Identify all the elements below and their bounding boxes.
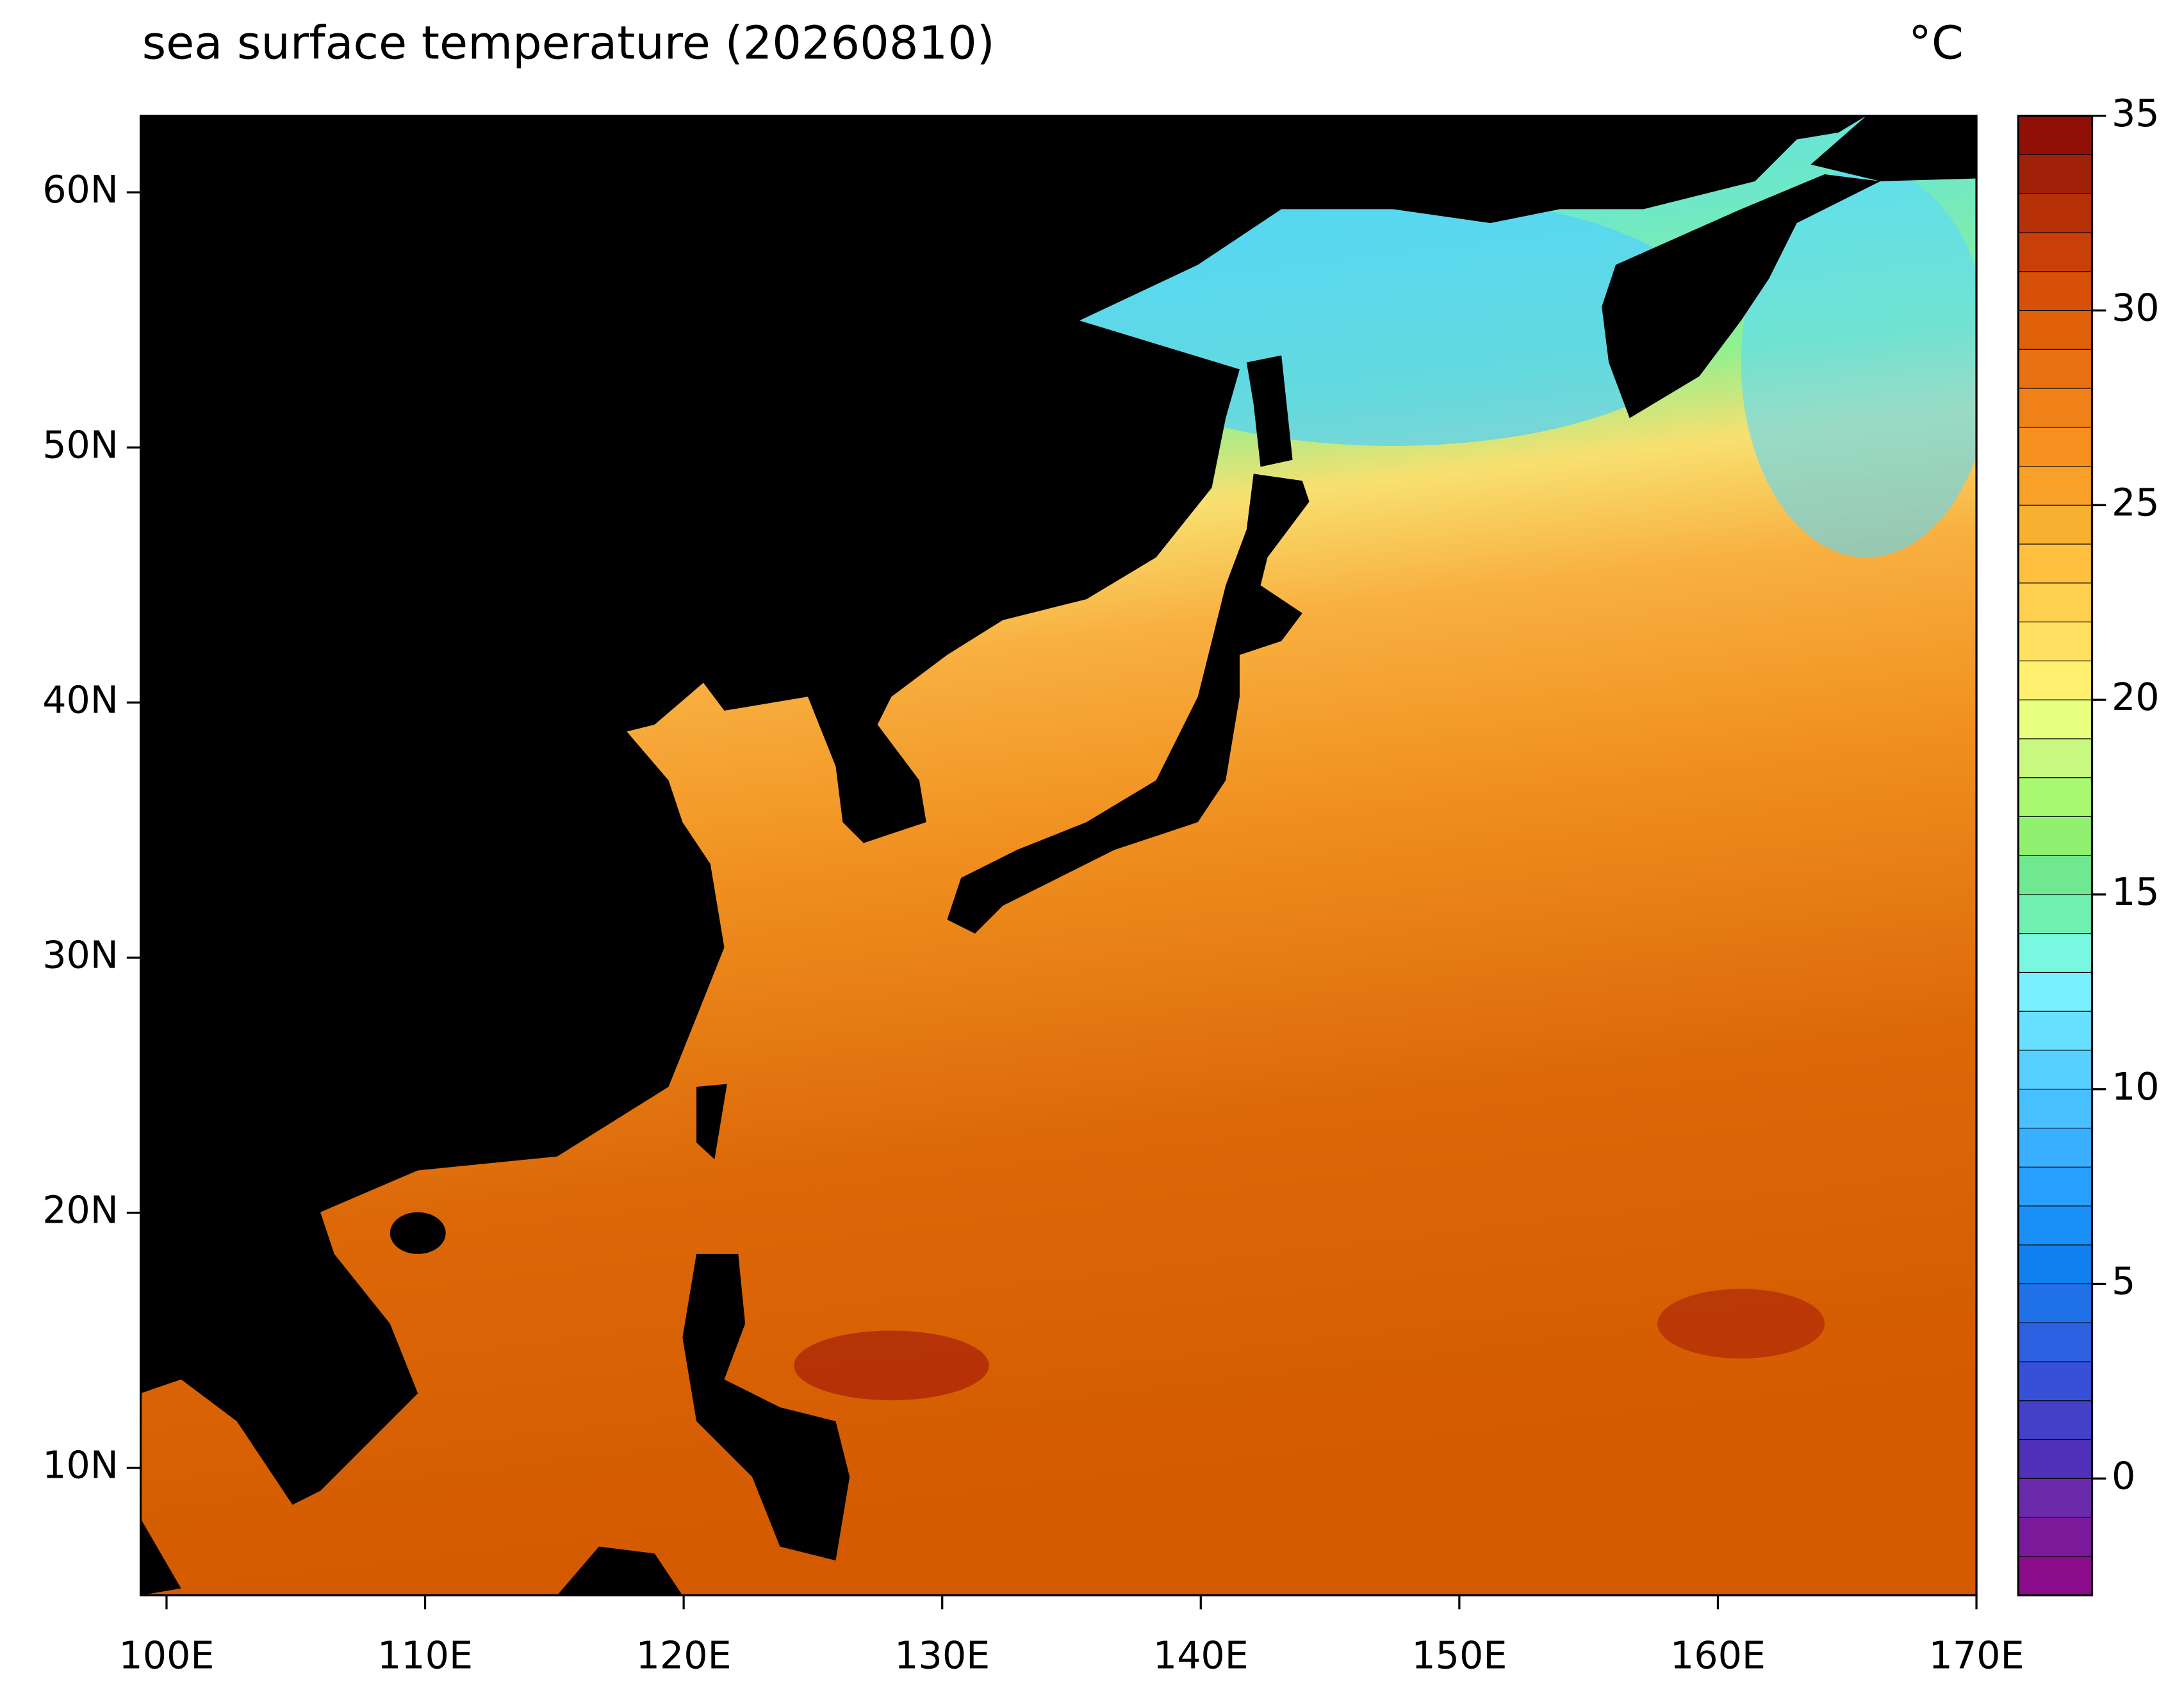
chart-title: sea surface temperature (20260810) — [142, 16, 995, 70]
x-tick-label: 170E — [1929, 1634, 2024, 1678]
colorbar-segment — [2017, 1322, 2093, 1362]
y-tick-label: 30N — [42, 933, 119, 977]
colorbar-segment — [2017, 971, 2093, 1012]
colorbar-tick-label: 35 — [2112, 92, 2160, 135]
colorbar-segment — [2017, 115, 2093, 155]
x-tick-label: 140E — [1153, 1634, 1249, 1678]
colorbar-segment — [2017, 271, 2093, 311]
y-tick-label: 10N — [42, 1444, 119, 1487]
colorbar-tick-label: 5 — [2112, 1260, 2135, 1303]
colorbar-segment — [2017, 1127, 2093, 1168]
colorbar-segment — [2017, 1205, 2093, 1246]
x-tick-label: 110E — [377, 1634, 473, 1678]
colorbar-segment — [2017, 855, 2093, 895]
japan — [947, 474, 1310, 934]
sakhalin — [1246, 355, 1293, 467]
warm-patch — [1657, 1289, 1825, 1359]
cold-water — [1741, 167, 1977, 557]
colorbar-segment — [2017, 388, 2093, 428]
colorbar-tick-label: 25 — [2112, 481, 2160, 524]
colorbar-segment — [2017, 1011, 2093, 1051]
colorbar-segment — [2017, 816, 2093, 856]
colorbar-segment — [2017, 1400, 2093, 1441]
asia — [140, 115, 1867, 1505]
colorbar-segment — [2017, 465, 2093, 506]
x-tick-label: 100E — [119, 1634, 214, 1678]
colorbar-segment — [2017, 193, 2093, 233]
colorbar-segment — [2017, 1089, 2093, 1128]
colorbar-segment — [2017, 738, 2093, 779]
colorbar-segment — [2017, 232, 2093, 272]
colorbar-segment — [2017, 582, 2093, 623]
colorbar-segment — [2017, 660, 2093, 700]
philippines — [682, 1253, 850, 1561]
colorbar-segment — [2017, 1439, 2093, 1479]
land — [140, 115, 1977, 1596]
colorbar-segment — [2017, 427, 2093, 467]
colorbar-segment — [2017, 622, 2093, 661]
y-tick-label: 50N — [42, 423, 119, 467]
warm-patch — [794, 1330, 989, 1401]
colorbar-segment — [2017, 349, 2093, 389]
borneo — [557, 1546, 683, 1596]
colorbar-segment — [2017, 1244, 2093, 1285]
colorbar-segment — [2017, 1050, 2093, 1090]
colorbar-tick-label: 15 — [2112, 870, 2160, 914]
colorbar-segment — [2017, 543, 2093, 584]
colorbar-segment — [2017, 1283, 2093, 1323]
x-tick-label: 130E — [894, 1634, 990, 1678]
malay — [140, 1519, 181, 1596]
colorbar-tick-label: 20 — [2112, 675, 2160, 719]
colorbar-segment — [2017, 154, 2093, 194]
colorbar-segment — [2017, 933, 2093, 973]
map — [140, 115, 1977, 1596]
plot-frame — [139, 115, 1978, 1597]
colorbar-tick-label: 10 — [2112, 1065, 2160, 1109]
colorbar-segment — [2017, 310, 2093, 350]
colorbar-segment — [2017, 1556, 2093, 1596]
hainan — [390, 1212, 446, 1254]
x-tick-label: 160E — [1670, 1634, 1766, 1678]
taiwan — [696, 1084, 727, 1160]
y-tick-label: 60N — [42, 168, 119, 211]
kamchatka — [1602, 174, 1881, 418]
colorbar-frame — [2017, 115, 2094, 1597]
colorbar-segment — [2017, 894, 2093, 934]
colorbar-segment — [2017, 1166, 2093, 1207]
colorbar-segment — [2017, 504, 2093, 545]
colorbar-tick-label: 30 — [2112, 286, 2160, 330]
colorbar-segment — [2017, 1517, 2093, 1557]
siberia-east — [1810, 115, 1977, 181]
colorbar-segment — [2017, 777, 2093, 817]
units-label: °C — [1909, 16, 1964, 70]
colorbar-tick-label: 0 — [2112, 1454, 2135, 1498]
colorbar-segment — [2017, 699, 2093, 739]
x-tick-label: 150E — [1411, 1634, 1507, 1678]
colorbar-segment — [2017, 1361, 2093, 1401]
colorbar-segment — [2017, 1478, 2093, 1518]
x-tick-label: 120E — [636, 1634, 732, 1678]
y-tick-label: 20N — [42, 1189, 119, 1232]
y-tick-label: 40N — [42, 678, 119, 722]
